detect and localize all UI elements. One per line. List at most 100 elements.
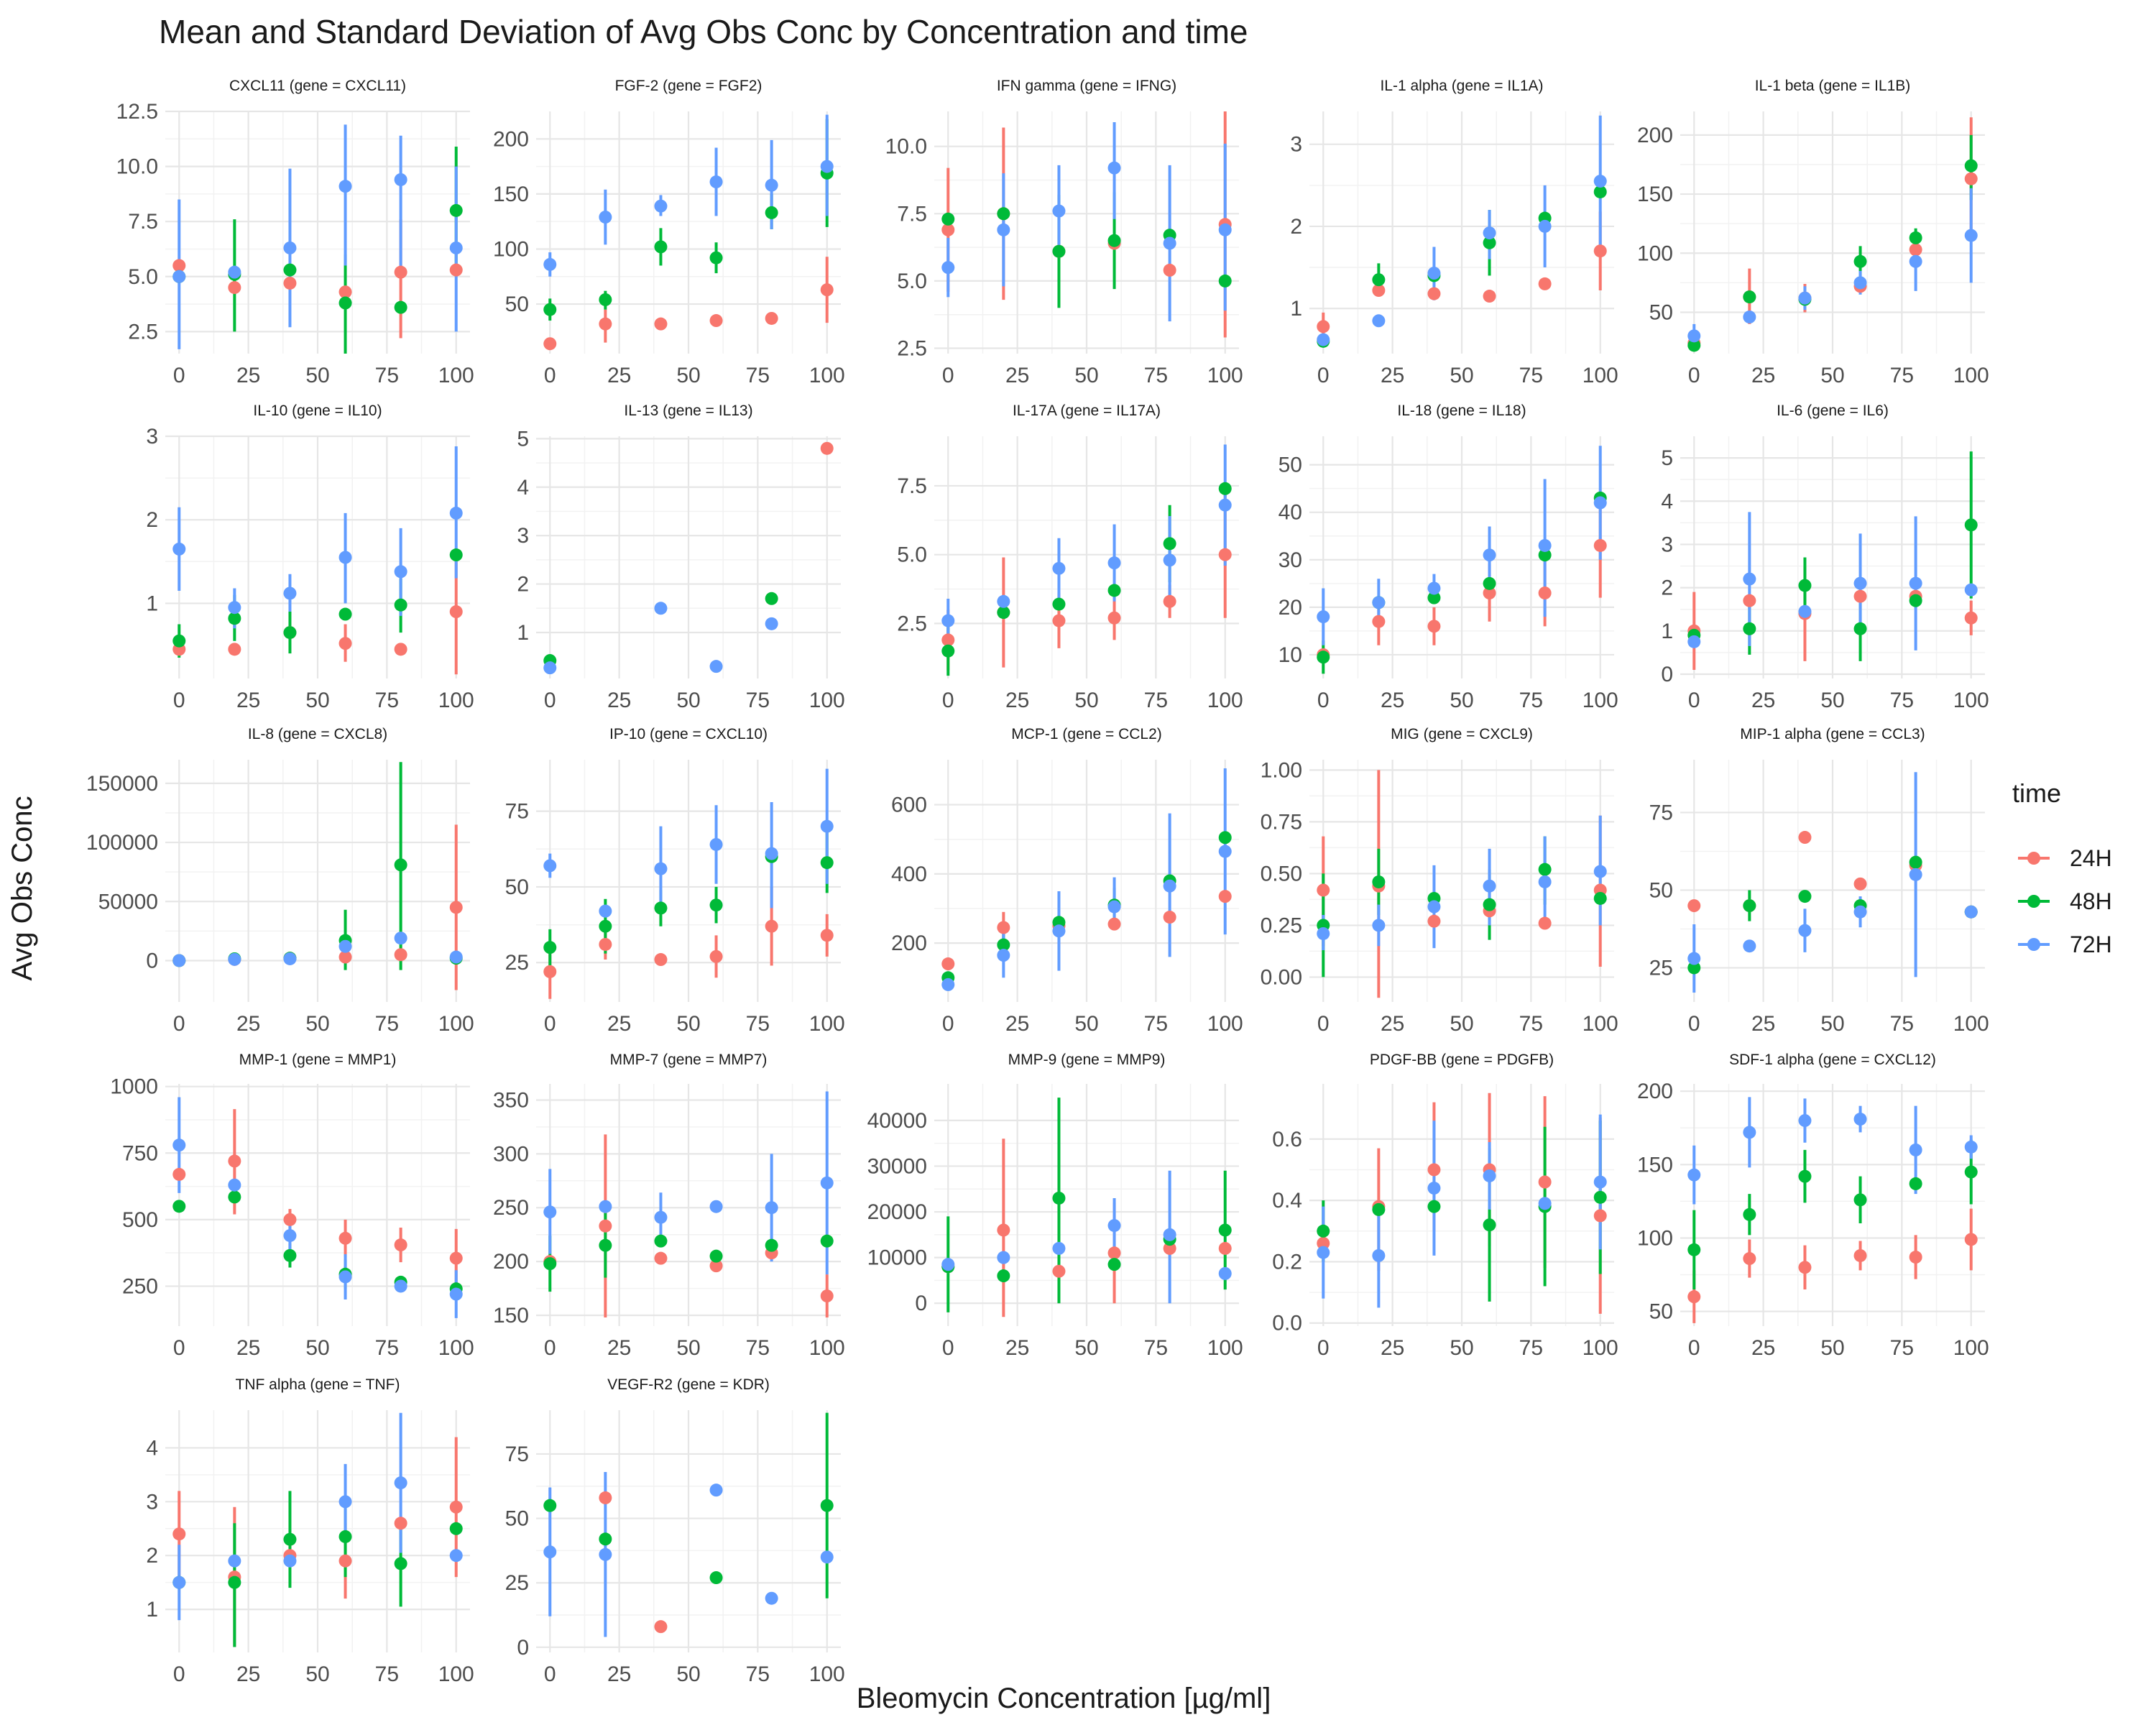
- facet-title: IL-13 (gene = IL13): [624, 402, 752, 419]
- data-point: [1593, 175, 1607, 188]
- data-point: [1372, 596, 1386, 610]
- y-tick-label: 0: [1661, 663, 1673, 686]
- data-point: [599, 293, 612, 306]
- data-point: [1107, 1258, 1121, 1271]
- x-tick-label: 75: [746, 1336, 770, 1360]
- data-point: [709, 314, 723, 328]
- data-point: [1538, 586, 1552, 600]
- x-tick-label: 75: [746, 1012, 770, 1036]
- data-point: [1687, 1290, 1701, 1304]
- data-point: [1743, 290, 1756, 304]
- data-point: [228, 1576, 241, 1589]
- data-point: [1538, 548, 1552, 562]
- x-tick-label: 50: [676, 1012, 700, 1036]
- data-point: [997, 594, 1010, 608]
- data-point: [765, 311, 778, 325]
- data-point: [1483, 226, 1496, 240]
- data-point: [1052, 614, 1066, 627]
- data-point: [1052, 204, 1066, 218]
- data-point: [997, 949, 1010, 962]
- y-tick-label: 2: [1290, 215, 1302, 239]
- data-point: [1163, 879, 1176, 893]
- y-tick-label: 4: [146, 1436, 158, 1460]
- facet-title: MIG (gene = CXCL9): [1391, 726, 1533, 742]
- data-point: [599, 317, 612, 331]
- data-point: [1317, 1224, 1330, 1238]
- data-point: [543, 337, 557, 351]
- data-point: [338, 637, 352, 650]
- data-point: [1687, 1168, 1701, 1182]
- y-tick-label: 150000: [86, 772, 158, 796]
- facet-panel: FGF-2 (gene = FGF2) 0 25 50 75 100 50 100 150 200: [493, 78, 845, 387]
- x-tick-label: 50: [676, 364, 700, 387]
- data-point: [228, 1178, 241, 1192]
- data-point: [1798, 291, 1812, 305]
- data-point: [941, 212, 955, 226]
- data-point: [172, 1200, 186, 1213]
- y-tick-label: 1.00: [1261, 758, 1302, 782]
- y-tick-label: 100: [493, 237, 529, 261]
- data-point: [1909, 1143, 1922, 1156]
- facet-title: CXCL11 (gene = CXCL11): [229, 78, 406, 94]
- y-tick-label: 75: [1649, 801, 1673, 824]
- data-point: [941, 223, 955, 236]
- data-point: [1427, 620, 1441, 633]
- data-point: [228, 1154, 241, 1168]
- data-point: [1107, 161, 1121, 175]
- data-point: [765, 206, 778, 219]
- data-point: [820, 160, 834, 173]
- data-point: [172, 1527, 186, 1541]
- data-point: [1964, 229, 1978, 242]
- data-point: [1107, 234, 1121, 247]
- x-tick-label: 75: [1519, 1012, 1543, 1036]
- data-point: [283, 1532, 297, 1546]
- data-point: [543, 965, 557, 978]
- x-tick-label: 75: [375, 1662, 399, 1686]
- data-point: [820, 856, 834, 870]
- facet-panel: MCP-1 (gene = CCL2) 0 25 50 75 100 200 400 600: [891, 726, 1243, 1036]
- data-point: [820, 441, 834, 455]
- facet-title: MIP-1 alpha (gene = CCL3): [1740, 726, 1925, 742]
- data-point: [1107, 917, 1121, 931]
- data-point: [709, 949, 723, 963]
- x-tick-label: 25: [607, 1012, 631, 1036]
- data-point: [654, 1234, 668, 1248]
- data-point: [172, 954, 186, 967]
- data-point: [765, 617, 778, 630]
- x-tick-label: 75: [1890, 1336, 1914, 1360]
- y-tick-label: 0.2: [1272, 1250, 1302, 1274]
- y-tick-label: 200: [493, 1250, 529, 1274]
- y-tick-label: 50: [1649, 878, 1673, 902]
- data-point: [1538, 277, 1552, 290]
- data-point: [1593, 496, 1607, 510]
- data-point: [394, 1238, 407, 1252]
- x-tick-label: 75: [1519, 689, 1543, 712]
- data-point: [1218, 498, 1232, 512]
- data-point: [1538, 875, 1552, 888]
- facet-title: MCP-1 (gene = CCL2): [1011, 726, 1162, 742]
- y-tick-label: 200: [1637, 124, 1673, 147]
- data-point: [599, 211, 612, 224]
- x-tick-label: 75: [1519, 1336, 1543, 1360]
- data-point: [1163, 911, 1176, 924]
- x-tick-label: 0: [1317, 364, 1330, 387]
- x-tick-label: 50: [676, 1336, 700, 1360]
- x-tick-label: 100: [438, 689, 474, 712]
- data-point: [1372, 284, 1386, 298]
- data-point: [1427, 914, 1441, 928]
- x-tick-label: 75: [1519, 364, 1543, 387]
- x-tick-label: 25: [1751, 1012, 1775, 1036]
- data-point: [228, 643, 241, 656]
- data-point: [1798, 924, 1812, 937]
- y-tick-label: 400: [891, 862, 927, 886]
- y-tick-label: 0.4: [1272, 1189, 1302, 1213]
- data-point: [449, 1251, 463, 1265]
- data-point: [1218, 482, 1232, 495]
- x-tick-label: 50: [1450, 1012, 1473, 1036]
- data-point: [1909, 594, 1922, 607]
- data-point: [1107, 900, 1121, 914]
- x-tick-label: 0: [1317, 689, 1330, 712]
- facet-title: MMP-1 (gene = MMP1): [239, 1052, 397, 1068]
- data-point: [283, 1213, 297, 1226]
- data-point: [1593, 185, 1607, 198]
